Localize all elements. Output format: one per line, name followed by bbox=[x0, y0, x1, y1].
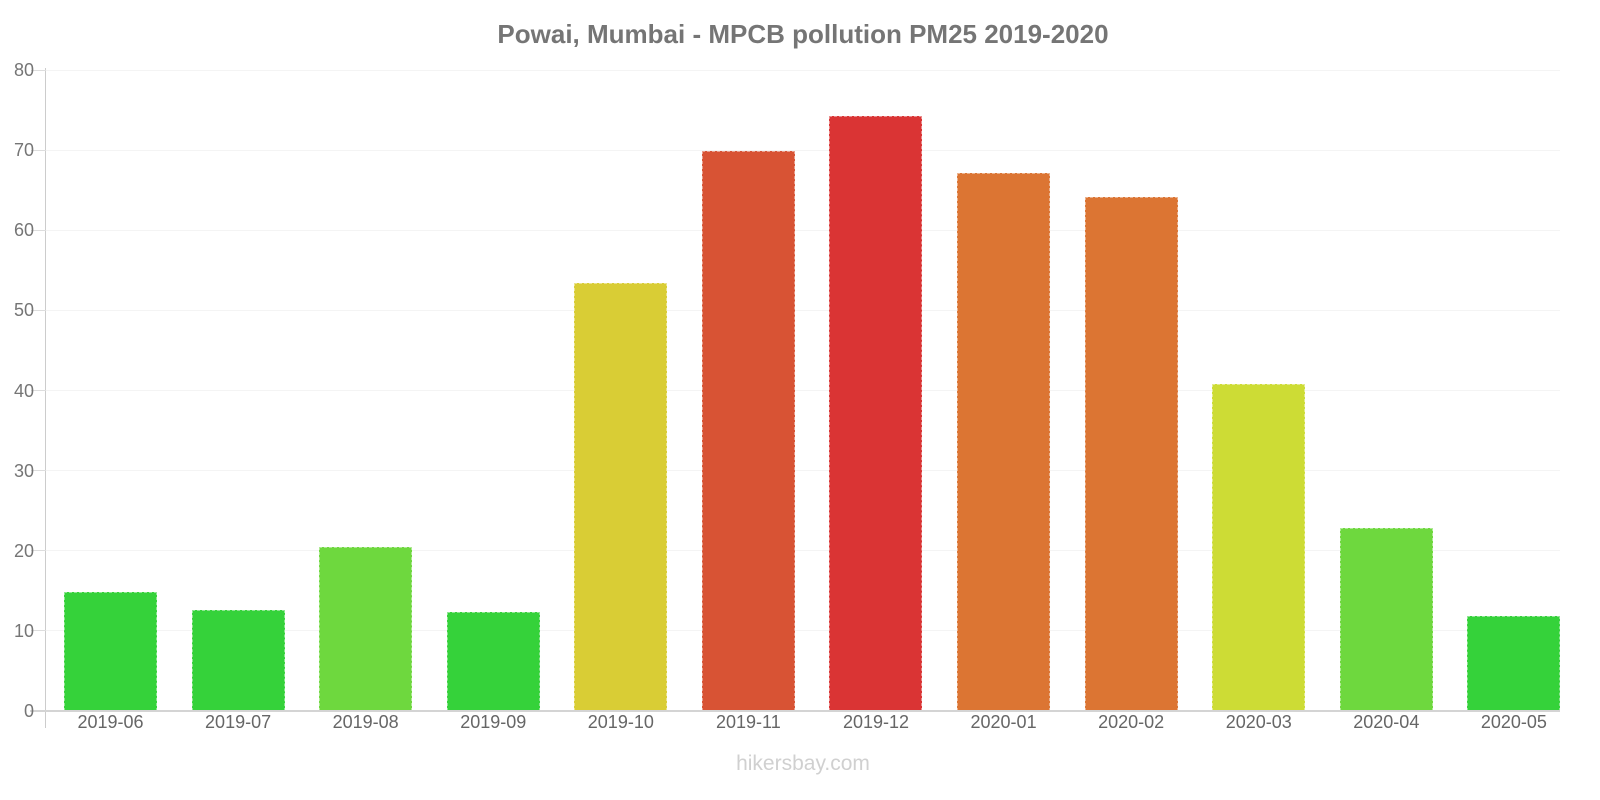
x-tick-label-2019-08: 2019-08 bbox=[332, 712, 399, 732]
gridline-50 bbox=[46, 309, 1560, 311]
bar-2020-04[interactable] bbox=[1339, 528, 1433, 711]
x-tick-label-2020-01: 2020-01 bbox=[970, 712, 1037, 732]
bar-2019-11[interactable] bbox=[701, 150, 795, 711]
gridline-20 bbox=[46, 550, 1560, 552]
x-tick-label-2019-11: 2019-11 bbox=[716, 712, 781, 732]
bar-2019-09[interactable] bbox=[446, 612, 540, 711]
x-tick-label-2020-05: 2020-05 bbox=[1480, 712, 1547, 732]
gridline-10 bbox=[46, 630, 1560, 632]
bar-2019-06[interactable] bbox=[64, 592, 157, 711]
y-tick-mark-20 bbox=[31, 550, 46, 552]
y-tick-mark-80 bbox=[31, 69, 46, 71]
watermark-hikersbay[interactable]: hikersbay.com bbox=[736, 752, 870, 775]
bar-2019-07[interactable] bbox=[191, 610, 285, 711]
y-tick-mark-10 bbox=[31, 630, 46, 632]
y-tick-label-20: 20 bbox=[13, 540, 34, 561]
x-tick-label-2019-07: 2019-07 bbox=[205, 712, 272, 732]
x-tick-label-2019-10: 2019-10 bbox=[587, 712, 654, 732]
bar-2019-12[interactable] bbox=[829, 116, 923, 711]
y-tick-mark-50 bbox=[31, 309, 46, 311]
y-tick-label-30: 30 bbox=[13, 460, 34, 481]
x-tick-label-2020-04: 2020-04 bbox=[1353, 712, 1420, 732]
bar-2020-05[interactable] bbox=[1467, 615, 1561, 711]
y-tick-mark-60 bbox=[31, 229, 46, 231]
bar-2020-01[interactable] bbox=[957, 172, 1051, 711]
x-tick-label-2019-09: 2019-09 bbox=[460, 712, 527, 732]
y-tick-mark-30 bbox=[31, 470, 46, 472]
bar-2020-02[interactable] bbox=[1084, 196, 1178, 711]
y-tick-label-10: 10 bbox=[13, 620, 34, 641]
chart-title: Powai, Mumbai - MPCB pollution PM25 2019… bbox=[497, 19, 1109, 49]
y-axis-line bbox=[45, 68, 46, 728]
gridline-30 bbox=[46, 470, 1560, 472]
gridline-40 bbox=[46, 390, 1560, 391]
y-tick-mark-70 bbox=[31, 149, 46, 151]
y-tick-label-50: 50 bbox=[13, 300, 34, 321]
bar-2019-08[interactable] bbox=[319, 546, 413, 711]
y-tick-label-70: 70 bbox=[13, 140, 34, 161]
bar-2020-03[interactable] bbox=[1212, 384, 1306, 711]
y-tick-label-80: 80 bbox=[13, 60, 34, 80]
bar-2019-10[interactable] bbox=[574, 283, 668, 711]
y-tick-label-0: 0 bbox=[23, 701, 34, 721]
x-tick-label-2020-03: 2020-03 bbox=[1225, 712, 1292, 732]
x-tick-label-2019-12: 2019-12 bbox=[842, 712, 909, 732]
x-axis-baseline bbox=[30, 710, 1560, 712]
y-tick-mark-40 bbox=[31, 390, 46, 391]
y-tick-label-60: 60 bbox=[13, 220, 34, 241]
gridline-80 bbox=[46, 69, 1560, 71]
y-tick-label-40: 40 bbox=[13, 380, 34, 401]
x-tick-label-2019-06: 2019-06 bbox=[77, 712, 144, 732]
x-tick-label-2020-02: 2020-02 bbox=[1098, 712, 1165, 732]
gridline-70 bbox=[46, 149, 1560, 151]
gridline-60 bbox=[46, 229, 1560, 231]
